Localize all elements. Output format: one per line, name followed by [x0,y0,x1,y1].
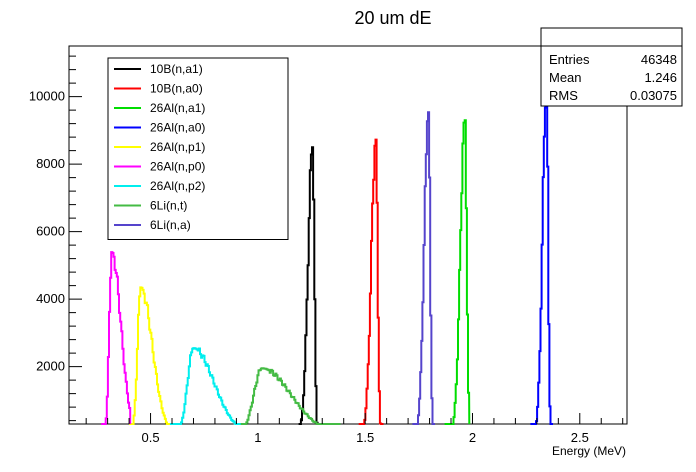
x-axis: 0.5 1 1.5 2 2.5 [85,413,624,445]
hist-10b-n-a0- [358,138,384,425]
legend-label: 6Li(n,t) [150,199,187,213]
x-tick-label: 0.5 [142,430,160,445]
hist-26al-n-p0- [101,251,132,425]
hist-26al-n-p1- [129,286,174,425]
stats-box: Entries 46348 Mean 1.246 RMS 0.03075 [540,27,683,107]
y-tick-label: 8000 [36,156,65,171]
legend-label: 6Li(n,a) [150,218,191,232]
hist-6li-n-t- [240,367,341,425]
hist-10b-n-a1- [298,146,322,425]
hist-6li-n-a- [412,111,435,425]
stats-value: 1.246 [644,70,677,85]
y-axis: 2000 4000 6000 8000 10000 [29,55,82,422]
hist-26al-n-a0- [530,82,553,425]
stats-label: Mean [549,70,582,85]
y-tick-label: 6000 [36,224,65,239]
legend: 10B(n,a1) 10B(n,a0) 26Al(n,a1) 26Al(n,a0) 26… [107,57,289,240]
y-tick-label: 4000 [36,291,65,306]
x-axis-title: Energy (MeV) [552,444,626,458]
stats-label: RMS [549,88,578,103]
y-tick-label: 2000 [36,359,65,374]
x-tick-label: 1 [254,430,261,445]
stats-value: 0.03075 [630,88,677,103]
legend-label: 26Al(n,p1) [150,140,205,154]
chart-title: 20 um dE [354,8,431,28]
x-tick-label: 2.5 [571,430,589,445]
x-tick-label: 1.5 [356,430,374,445]
stats-label: Entries [549,52,590,67]
y-tick-label: 10000 [29,89,65,104]
plot-frame [68,45,628,425]
hist-26al-n-p2- [169,347,242,425]
legend-label: 10B(n,a0) [150,82,203,96]
legend-label: 26Al(n,a1) [150,101,205,115]
hist-26al-n-a1- [444,119,471,425]
stats-value: 46348 [641,52,677,67]
legend-label: 26Al(n,p2) [150,179,205,193]
legend-label: 10B(n,a1) [150,62,203,76]
x-tick-label: 2 [469,430,476,445]
legend-label: 26Al(n,p0) [150,160,205,174]
plot-border [68,45,628,425]
stats-border [540,27,683,107]
legend-label: 26Al(n,a0) [150,121,205,135]
